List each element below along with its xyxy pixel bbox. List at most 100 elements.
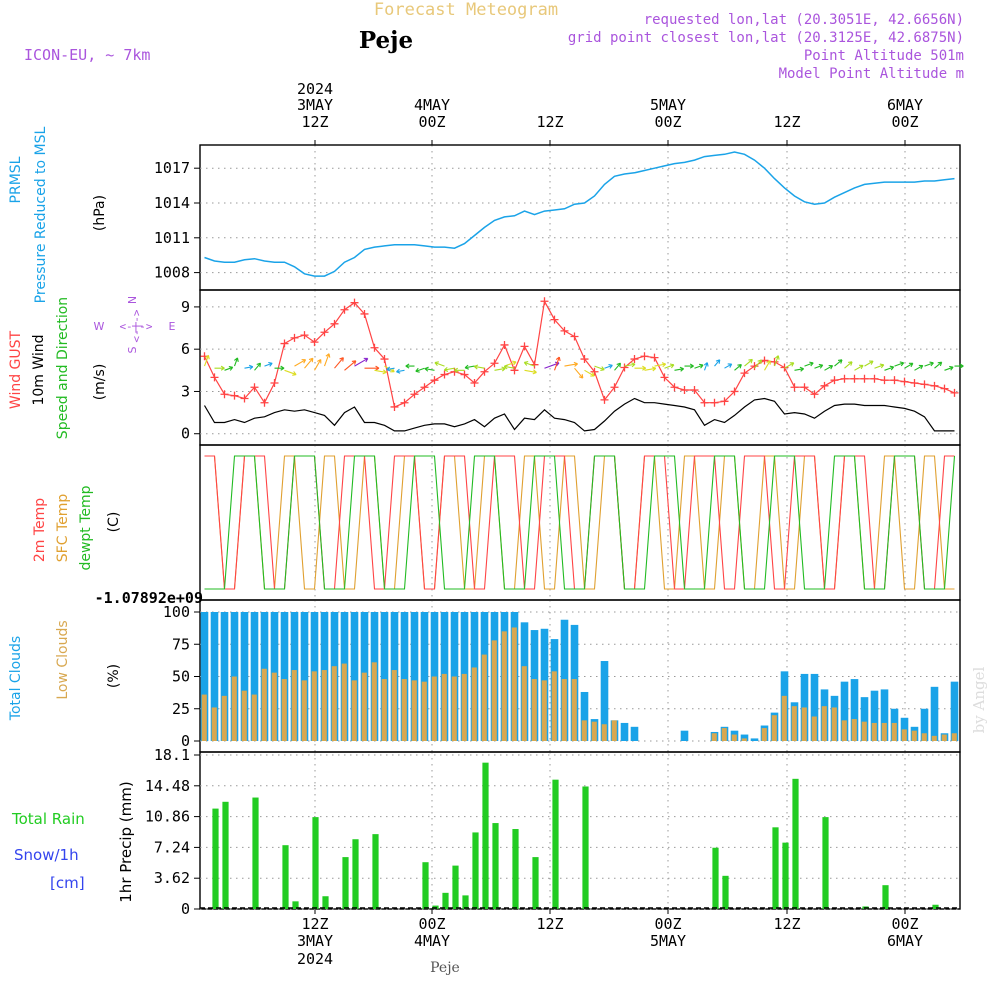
- low-cloud-bar: [861, 721, 867, 741]
- low-cloud-bar: [531, 679, 537, 741]
- ytick-label: 3.62: [154, 869, 190, 887]
- low-cloud-bar: [921, 733, 927, 741]
- rain-bar: [722, 875, 729, 909]
- rain-bar: [292, 901, 299, 909]
- gust-point: [300, 331, 309, 340]
- time-label-hour: 00Z: [654, 113, 681, 131]
- time-label-hour: 12Z: [773, 113, 800, 131]
- gust-point: [490, 359, 499, 368]
- gust-point: [590, 367, 599, 376]
- low-cloud-bar: [741, 738, 747, 741]
- rain-label: Total Rain: [11, 810, 85, 828]
- rain-bar: [782, 842, 789, 909]
- rain-bar: [442, 892, 449, 909]
- ytick-label: 6: [181, 340, 190, 358]
- gust-point: [290, 333, 299, 342]
- low-cloud-bar: [521, 666, 527, 741]
- gust-point: [710, 398, 719, 407]
- wind-direction-arrow: [233, 357, 239, 367]
- low-cloud-bar: [511, 627, 517, 741]
- wind-direction-arrow: [203, 354, 210, 367]
- total-cloud-bar: [630, 726, 639, 741]
- rain-bar: [452, 865, 459, 909]
- wind-direction-arrow: [443, 366, 455, 372]
- ytick-label: 1017: [154, 159, 190, 177]
- total-cloud-bar: [380, 612, 389, 741]
- total-cloud-bar: [870, 690, 879, 741]
- gust-point: [320, 328, 329, 337]
- total-cloud-bar: [400, 612, 409, 741]
- total-cloud-bar: [240, 612, 249, 741]
- low-cloud-bar: [431, 676, 437, 741]
- gust-point: [630, 355, 639, 364]
- low-cloud-bar: [261, 668, 267, 741]
- low-cloud-label: Low Clouds: [55, 620, 71, 699]
- point-altitude: Point Altitude 501m: [804, 48, 964, 64]
- total-cloud-bar: [800, 673, 809, 741]
- total-cloud-bar: [210, 612, 219, 741]
- gust-point: [830, 376, 839, 385]
- time-label-hour: 12Z: [536, 113, 563, 131]
- rain-bar: [582, 786, 589, 909]
- low-cloud-bar: [711, 733, 717, 741]
- time-label-hour: 00Z: [891, 915, 918, 933]
- wind-direction-arrow: [664, 363, 675, 369]
- rain-bar: [512, 829, 519, 909]
- temp-ytick-label: -1.07892e+09: [95, 589, 203, 607]
- ytick-label: 7.24: [154, 838, 190, 856]
- requested-coords: requested lon,lat (20.3051E, 42.6656N): [644, 12, 964, 28]
- rain-bar: [342, 857, 349, 909]
- pressure-line: [204, 151, 955, 277]
- wind-direction-arrow: [214, 365, 225, 371]
- low-cloud-bar: [771, 715, 777, 741]
- gust-point: [720, 397, 729, 406]
- low-cloud-bar: [551, 671, 557, 741]
- gust-point: [460, 370, 469, 379]
- total-cloud-bar: [880, 689, 889, 741]
- gust-point: [840, 374, 849, 383]
- time-label-date: 3MAY: [297, 932, 333, 950]
- rain-bar: [282, 845, 289, 909]
- wind-direction-arrow: [934, 361, 943, 369]
- wind-direction-arrow: [524, 369, 537, 375]
- gust-line: [203, 299, 955, 408]
- time-label-date: 3MAY: [297, 96, 333, 114]
- gust-point: [850, 374, 859, 383]
- low-cloud-bar: [371, 662, 377, 741]
- rain-bar: [212, 808, 219, 909]
- wind-direction-arrow: [396, 368, 405, 374]
- low-cloud-bar: [591, 721, 597, 741]
- wind-direction-arrow: [874, 363, 885, 369]
- low-cloud-bar: [381, 679, 387, 741]
- gust-point: [210, 373, 219, 382]
- low-cloud-bar: [311, 671, 317, 741]
- total-cloud-bar: [860, 697, 869, 741]
- time-label-year: 2024: [297, 80, 333, 98]
- low-cloud-bar: [821, 706, 827, 741]
- wind-direction-arrow: [284, 369, 297, 376]
- gust-point: [570, 332, 579, 341]
- low-cloud-bar: [611, 720, 617, 741]
- low-cloud-bar: [221, 695, 227, 741]
- gust-point: [700, 398, 709, 407]
- total-cloud-bar: [950, 681, 959, 741]
- total-cloud-bar: [680, 730, 689, 741]
- low-cloud-bar: [851, 719, 857, 741]
- gust-point: [250, 383, 259, 392]
- low-cloud-bar: [231, 676, 237, 741]
- gust-point: [890, 376, 899, 385]
- wind-direction-arrow: [824, 364, 834, 371]
- wind-direction-arrow: [734, 363, 742, 371]
- gridpoint-coords: grid point closest lon,lat (20.3125E, 42…: [568, 30, 964, 46]
- dewpt-line: [204, 455, 956, 590]
- snow-unit: [cm]: [50, 874, 85, 892]
- total-cloud-bar: [850, 679, 859, 741]
- wind-direction-arrow: [644, 366, 657, 372]
- low-cloud-bar: [211, 707, 217, 741]
- time-label-hour: 12Z: [773, 915, 800, 933]
- wind-direction-arrow: [424, 366, 435, 372]
- dewpt-label: dewpt Temp: [78, 485, 94, 570]
- wind-direction-arrow: [754, 359, 762, 369]
- gust-point: [520, 342, 529, 351]
- rain-bar: [712, 847, 719, 909]
